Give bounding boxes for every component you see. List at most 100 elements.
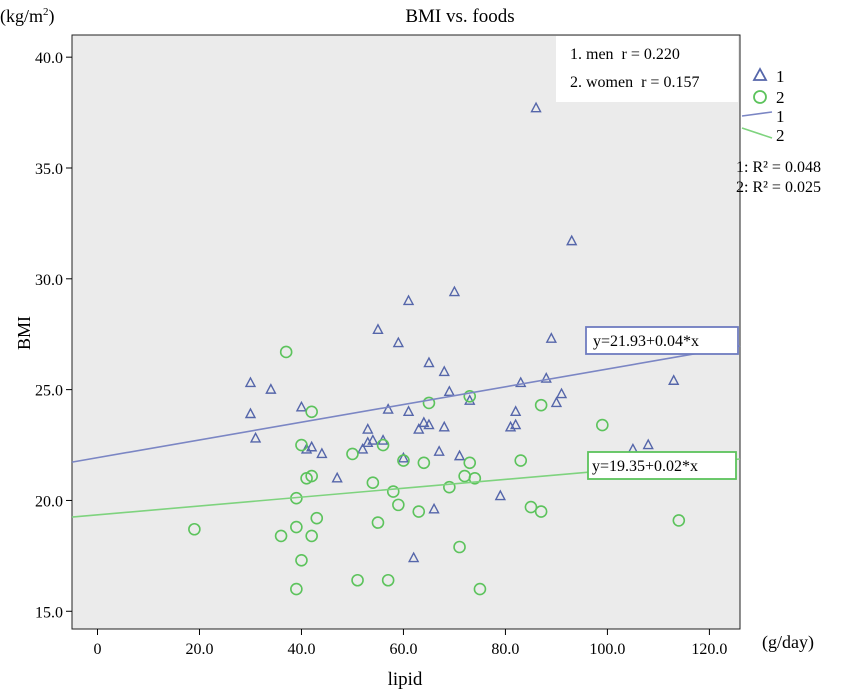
data-point-circle xyxy=(295,438,308,452)
data-point-circle xyxy=(443,480,456,494)
data-point-circle xyxy=(397,454,410,467)
data-point-triangle xyxy=(428,502,440,514)
y-tick-label: 35.0 xyxy=(35,161,63,178)
data-point-triangle xyxy=(244,376,257,388)
data-point-triangle xyxy=(397,451,410,463)
correlation-box: 1. men r = 0.220 2. women r = 0.157 xyxy=(556,36,738,102)
data-point-triangle xyxy=(392,336,405,348)
y-unit-label: (kg/m2) xyxy=(0,6,55,27)
data-point-circle xyxy=(422,396,436,410)
data-point-triangle xyxy=(566,234,578,246)
fit-label-men: y=21.93+0.04*x xyxy=(585,326,739,355)
r-squared-women: 2: R² = 0.025 xyxy=(736,179,821,196)
data-point-triangle xyxy=(668,374,680,385)
data-point-triangle xyxy=(367,434,379,445)
data-point-triangle xyxy=(265,383,277,394)
data-point-triangle xyxy=(423,418,435,430)
y-tick-label: 20.0 xyxy=(35,493,63,510)
data-point-triangle xyxy=(509,418,522,430)
data-point-circle xyxy=(381,573,395,587)
x-axis-label: lipid xyxy=(388,669,423,690)
chart-title: BMI vs. foods xyxy=(405,6,514,27)
data-point-triangle xyxy=(407,551,420,563)
data-point-circle xyxy=(366,476,380,490)
y-tick-label: 30.0 xyxy=(35,272,63,289)
x-tick-label: 20.0 xyxy=(185,641,213,658)
data-point-circle xyxy=(468,471,482,485)
fit-label-women: y=19.35+0.02*x xyxy=(587,451,737,480)
data-point-triangle xyxy=(306,440,318,452)
y-tick-label: 25.0 xyxy=(35,383,63,400)
data-point-circle xyxy=(290,520,303,534)
data-point-circle xyxy=(392,498,405,512)
x-unit-label: (g/day) xyxy=(762,632,814,653)
data-point-triangle xyxy=(402,294,415,306)
data-point-triangle xyxy=(382,403,394,414)
data-point-triangle xyxy=(545,332,557,343)
data-point-circle xyxy=(371,516,385,529)
data-point-circle xyxy=(305,529,318,543)
data-point-triangle xyxy=(540,372,552,383)
data-point-circle xyxy=(295,553,308,567)
data-point-triangle xyxy=(249,431,262,443)
data-point-triangle xyxy=(413,423,425,434)
series-layer xyxy=(188,101,686,596)
data-point-circle xyxy=(534,398,548,412)
data-point-circle xyxy=(305,469,318,483)
data-point-circle xyxy=(310,511,324,525)
data-point-triangle xyxy=(331,471,343,483)
y-tick-label: 40.0 xyxy=(35,50,63,67)
data-point-circle xyxy=(346,447,359,461)
legend-fit-line-2 xyxy=(741,127,773,139)
fit-label-women-text: y=19.35+0.02*x xyxy=(592,458,698,475)
data-point-triangle xyxy=(448,285,461,297)
legend: 1 2 1 2 1: R² = 0.048 2: R² = 0.025 xyxy=(736,67,821,196)
data-point-triangle xyxy=(316,447,328,459)
y-axis-label: BMI xyxy=(14,316,34,350)
data-point-triangle xyxy=(443,385,456,397)
data-point-triangle xyxy=(418,416,430,428)
correlation-women: 2. women r = 0.157 xyxy=(570,74,699,91)
data-point-circle xyxy=(351,573,364,587)
data-point-circle xyxy=(514,454,528,467)
axis-layer: 0 20.0 40.0 60.0 80.0 100.0 120.0 15.0 20.0 25.0 3… xyxy=(35,50,727,658)
data-point-circle xyxy=(274,529,288,543)
correlation-box-frame xyxy=(556,36,738,102)
data-point-circle xyxy=(463,456,477,470)
fit-label-men-text: y=21.93+0.04*x xyxy=(593,333,699,350)
y-tick-label: 15.0 xyxy=(35,604,63,621)
data-point-triangle xyxy=(423,356,435,368)
data-point-triangle xyxy=(515,376,527,388)
legend-label-1: 1 xyxy=(776,67,785,86)
data-point-circle xyxy=(305,405,318,419)
data-point-triangle xyxy=(555,387,568,399)
r-squared-men: 1: R² = 0.048 xyxy=(736,159,821,176)
data-point-circle xyxy=(412,505,426,518)
data-point-triangle xyxy=(372,323,384,334)
correlation-men: 1. men r = 0.220 xyxy=(570,46,680,63)
data-point-triangle xyxy=(453,449,466,461)
data-point-triangle xyxy=(356,442,369,454)
data-point-circle xyxy=(290,582,303,596)
data-point-triangle xyxy=(509,405,522,416)
data-point-triangle xyxy=(530,101,542,113)
series-2 xyxy=(188,345,686,596)
data-point-triangle xyxy=(295,400,308,412)
data-point-triangle xyxy=(642,438,654,450)
x-tick-label: 60.0 xyxy=(389,641,417,658)
data-point-triangle xyxy=(550,396,563,408)
data-point-triangle xyxy=(244,407,257,419)
data-point-circle xyxy=(596,418,609,432)
legend-triangle-marker xyxy=(752,67,768,81)
series-1 xyxy=(244,101,680,563)
fit-label-men-box xyxy=(585,326,739,355)
x-tick-label: 100.0 xyxy=(589,641,625,658)
legend-fit-line-1 xyxy=(741,111,773,117)
data-point-triangle xyxy=(438,365,450,377)
legend-label-2: 2 xyxy=(776,88,785,107)
data-point-circle xyxy=(463,389,477,403)
legend-fit-label-2: 2 xyxy=(776,126,785,145)
legend-fit-label-1: 1 xyxy=(776,107,785,126)
data-point-circle xyxy=(417,456,431,470)
